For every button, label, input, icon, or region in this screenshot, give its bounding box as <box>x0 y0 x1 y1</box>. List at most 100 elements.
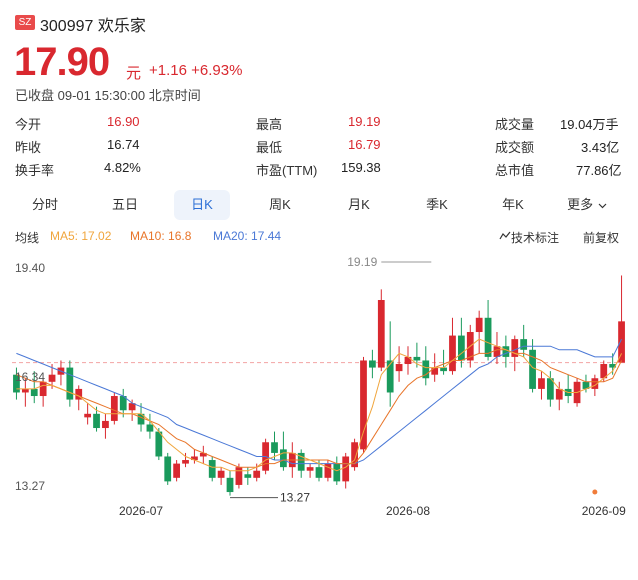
stats-row: 昨收 16.74 最低 16.79 成交额 3.43亿 <box>15 133 625 156</box>
candle-body <box>520 339 528 350</box>
candle-body <box>75 388 83 400</box>
candle-body <box>502 346 510 357</box>
candle-body <box>493 346 501 357</box>
period-tabs: 分时 五日 日K 周K 月K 季K 年K 更多 <box>10 190 630 222</box>
candle-body <box>315 467 323 478</box>
stats-row: 今开 16.90 最高 19.19 成交量 19.04万手 <box>15 110 625 133</box>
adjust-price-button[interactable]: 前复权 <box>583 231 620 245</box>
candle-body <box>173 463 181 478</box>
ma-legend: 均线 MA5: 17.02 MA10: 16.8 MA20: 17.44 技术标… <box>15 229 630 247</box>
y-tick-label: 13.27 <box>15 479 45 493</box>
candle-body <box>244 474 252 478</box>
stat-value: 3.43亿 <box>581 140 620 155</box>
candle-body <box>110 396 118 421</box>
x-tick-label: 2026-07 <box>119 504 163 518</box>
candle-body <box>333 463 341 482</box>
candle-body <box>369 360 376 368</box>
candle-body <box>342 456 350 482</box>
tab-yearly-k[interactable]: 年K <box>502 197 524 212</box>
ma10-value: MA10: 16.8 <box>130 229 192 243</box>
stats-grid: 今开 16.90 最高 19.19 成交量 19.04万手 昨收 16.74 最… <box>15 110 625 179</box>
stock-name: 欢乐家 <box>97 18 146 35</box>
ma20-value: MA20: 17.44 <box>213 229 282 243</box>
stat-value: 16.74 <box>107 137 140 152</box>
candle-body <box>591 378 599 389</box>
candle-body <box>217 470 225 478</box>
change-value: +1.16 <box>149 62 187 79</box>
ma-title: 均线 <box>15 231 40 245</box>
candle-body <box>306 467 314 471</box>
stat-value: 16.90 <box>107 114 140 129</box>
candle-body <box>119 396 127 411</box>
tab-quarterly-k[interactable]: 季K <box>426 197 448 212</box>
y-tick-label: 16.34 <box>15 370 45 384</box>
candle-body <box>137 413 145 425</box>
ma10-line <box>16 349 623 468</box>
ma5-line <box>16 338 623 472</box>
chevron-down-icon <box>598 203 607 208</box>
candle-body <box>93 413 100 429</box>
stock-code: 300997 <box>40 18 94 35</box>
price-change: +1.16 +6.93% <box>149 62 242 79</box>
stat-value: 4.82% <box>104 160 141 175</box>
candle-body <box>48 374 56 382</box>
candle-body <box>146 424 154 432</box>
candle-body <box>155 431 163 457</box>
candle-body <box>253 470 261 478</box>
candle-body <box>280 449 287 468</box>
stat-label: 换手率 <box>15 163 55 178</box>
stat-label: 总市值 <box>495 163 535 178</box>
candle-body <box>30 388 38 397</box>
stat-value: 77.86亿 <box>576 163 622 178</box>
candle-body <box>422 360 430 379</box>
candle-body <box>377 300 385 368</box>
candle-body <box>324 463 332 478</box>
x-tick-label: 2026-08 <box>386 504 430 518</box>
candle-body <box>511 339 519 357</box>
candle-body <box>449 335 456 372</box>
tab-monthly-k[interactable]: 月K <box>348 197 370 212</box>
tab-more-label: 更多 <box>567 197 594 212</box>
candle-body <box>226 477 234 493</box>
stat-label: 成交额 <box>495 140 535 155</box>
market-badge: SZ <box>15 15 35 30</box>
stat-value: 159.38 <box>341 160 381 175</box>
y-tick-label: 19.40 <box>15 261 45 275</box>
candle-body <box>600 364 608 379</box>
candle-body <box>475 317 483 333</box>
kline-chart[interactable]: 19.40 16.34 13.27 2026-07 2026-08 2026-09 19.1… <box>0 252 638 580</box>
change-percent: +6.93% <box>191 62 243 79</box>
candle-body <box>102 420 109 429</box>
tab-daily-k[interactable]: 日K <box>174 190 230 220</box>
candle-body <box>609 364 617 368</box>
stat-value: 16.79 <box>348 137 381 152</box>
candle-body <box>128 403 136 411</box>
max-price-label: 19.19 <box>347 255 377 269</box>
stat-label: 成交量 <box>495 117 535 132</box>
candle-body <box>484 317 492 357</box>
candle-body <box>164 456 172 482</box>
tab-more[interactable]: 更多 <box>562 190 612 220</box>
candle-body <box>395 364 403 372</box>
price-unit: 元 <box>126 65 142 82</box>
tab-intraday[interactable]: 分时 <box>31 197 58 212</box>
candle-body <box>191 456 198 461</box>
candle-body <box>404 356 412 365</box>
candle-body <box>235 467 243 485</box>
tab-five-day[interactable]: 五日 <box>111 197 138 212</box>
candle-body <box>618 321 625 363</box>
technical-annotation-toggle[interactable]: 技术标注 <box>499 229 559 245</box>
stat-value: 19.04万手 <box>560 117 619 132</box>
candle-body <box>413 356 421 361</box>
market-status: 已收盘 09-01 15:30:00 北京时间 <box>15 88 201 103</box>
candle-body <box>538 378 545 389</box>
candle-body <box>66 367 74 400</box>
event-marker-dot <box>592 489 598 495</box>
stat-label: 最高 <box>256 117 283 132</box>
tab-weekly-k[interactable]: 周K <box>269 197 291 212</box>
technical-annotation-label: 技术标注 <box>511 231 560 245</box>
indicator-icon <box>499 231 511 240</box>
candle-body <box>182 460 189 464</box>
candle-body <box>39 381 47 397</box>
candle-body <box>360 360 367 450</box>
